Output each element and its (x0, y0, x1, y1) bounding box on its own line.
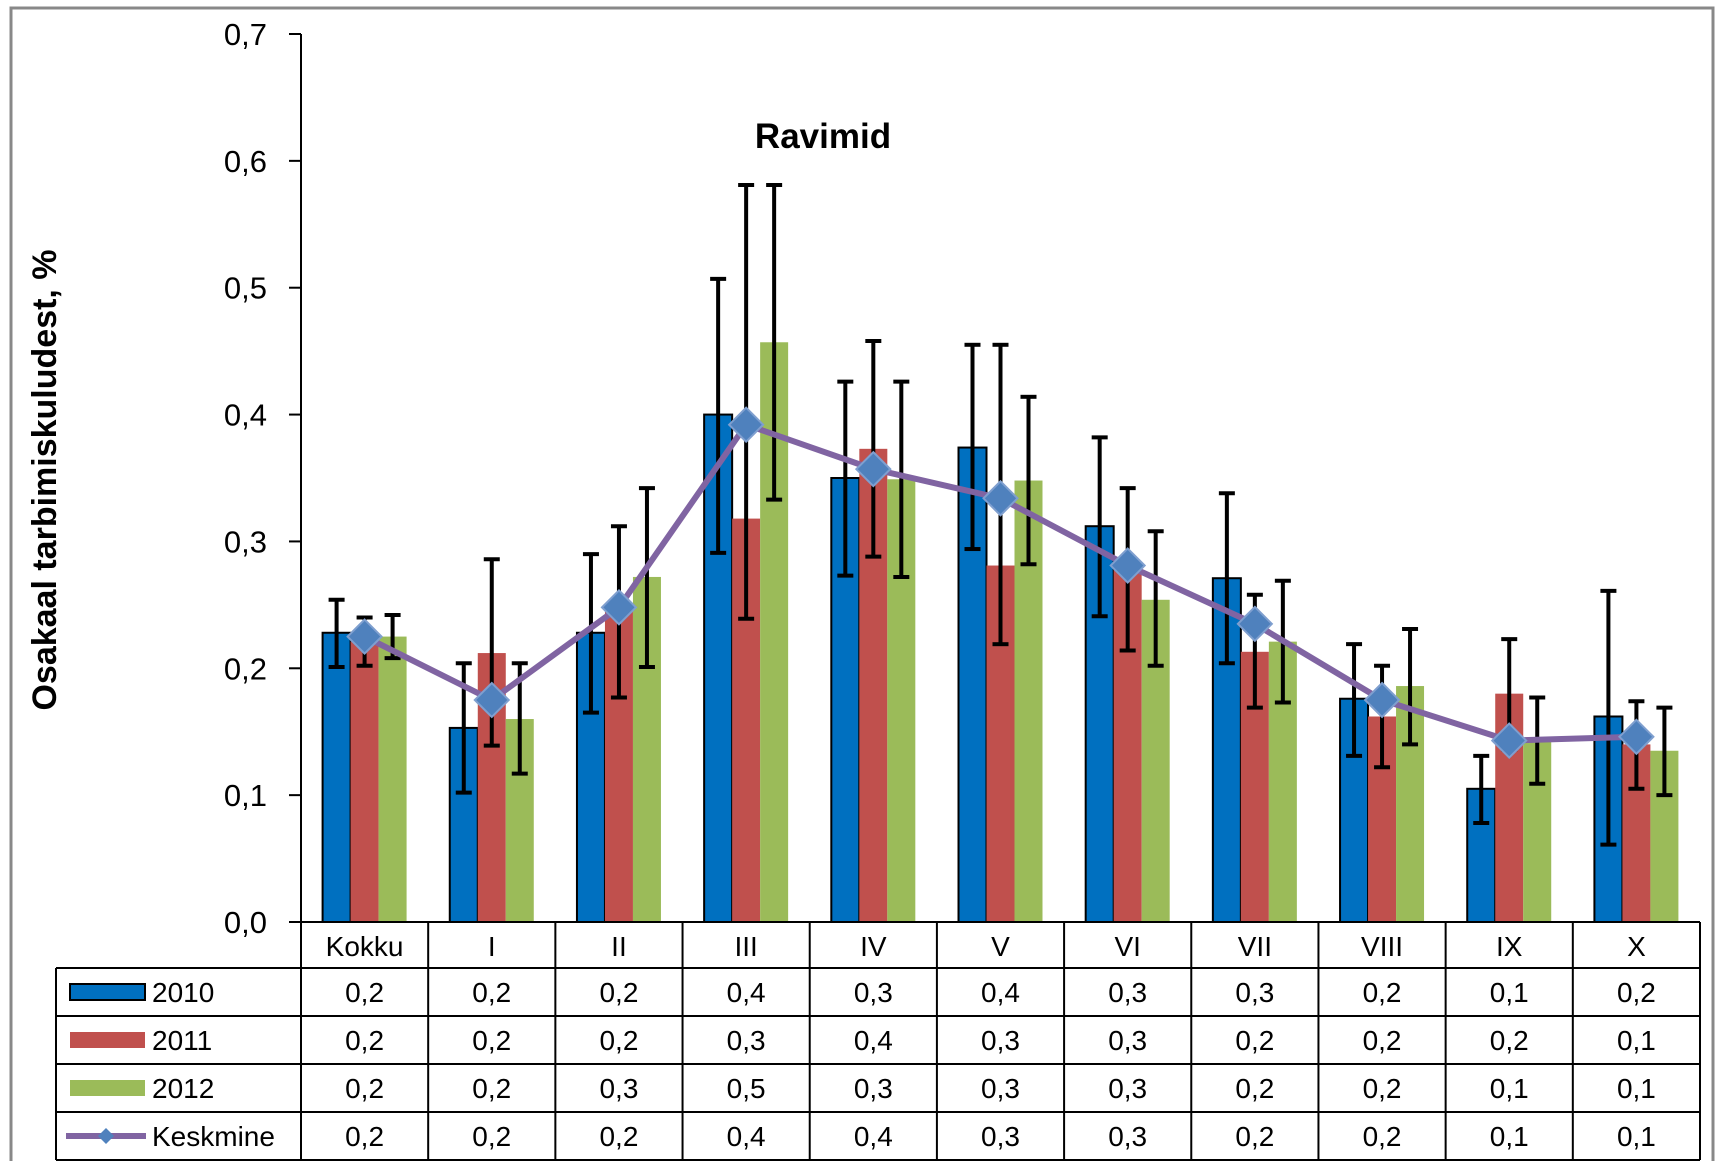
y-tick-label: 0,2 (224, 651, 267, 686)
table-cell: 0,2 (1617, 977, 1656, 1008)
table-cell: 0,5 (727, 1073, 766, 1104)
bars-layer (321, 342, 1679, 924)
table-cell: 0,3 (727, 1025, 766, 1056)
table-cell: 0,3 (1108, 1025, 1147, 1056)
bar-2011 (350, 641, 379, 922)
table-cell: 0,1 (1490, 1121, 1529, 1152)
table-cell: 0,1 (1617, 1121, 1656, 1152)
y-tick-label: 0,0 (224, 905, 267, 940)
table-cell: 0,1 (1490, 977, 1529, 1008)
table-cell: 0,4 (727, 1121, 766, 1152)
table-cell: 0,3 (1108, 1121, 1147, 1152)
table-cell: 0,3 (981, 1121, 1020, 1152)
table-cell: 0,2 (599, 1025, 638, 1056)
table-cell: 0,2 (1235, 1121, 1274, 1152)
table-cell: 0,2 (472, 1025, 511, 1056)
y-tick-label: 0,6 (224, 144, 267, 179)
legend-label: 2010 (152, 977, 214, 1008)
chart-title: Ravimid (755, 117, 891, 156)
point-Keskmine (1617, 718, 1655, 756)
y-tick-label: 0,4 (224, 398, 267, 433)
legend-key-2010 (69, 983, 146, 1001)
table-cell: 0,2 (599, 1121, 638, 1152)
point-Keskmine (727, 406, 765, 444)
point-Keskmine (1236, 605, 1274, 643)
y-tick-label: 0,3 (224, 524, 267, 559)
axes-layer: 0,0 0,1 0,2 0,3 0,4 0,5 0,6 0,7 (224, 17, 302, 940)
y-tick-label: 0,7 (224, 17, 267, 52)
table-cell: 0,4 (854, 1025, 893, 1056)
point-Keskmine (473, 681, 511, 719)
y-tick-label: 0,5 (224, 271, 267, 306)
table-cell: 0,3 (1235, 977, 1274, 1008)
table-cell: 0,2 (345, 977, 384, 1008)
table-cell: 0,2 (599, 977, 638, 1008)
x-tick-label: II (611, 931, 627, 962)
point-Keskmine (854, 450, 892, 488)
x-tick-label: VII (1238, 931, 1272, 962)
point-Keskmine (600, 588, 638, 626)
table-cell: 0,2 (345, 1121, 384, 1152)
bar-2010 (321, 631, 352, 923)
point-Keskmine (982, 479, 1019, 517)
table-cell: 0,2 (1490, 1025, 1529, 1056)
table-cell: 0,2 (1363, 1025, 1402, 1056)
table-cell: 0,2 (1363, 977, 1402, 1008)
x-tick-label: VIII (1361, 931, 1403, 962)
x-tick-label: IV (860, 931, 887, 962)
legend-key-2012 (70, 1080, 145, 1096)
point-Keskmine (1109, 547, 1147, 584)
table-cell: 0,3 (1108, 977, 1147, 1008)
x-tick-label: VI (1114, 931, 1140, 962)
y-tick-label: 0,1 (224, 778, 267, 813)
table-cell: 0,2 (472, 977, 511, 1008)
table-cell: 0,3 (854, 977, 893, 1008)
table-cell: 0,3 (854, 1073, 893, 1104)
table-cell: 0,3 (981, 1073, 1020, 1104)
y-axis-label: Osakaal tarbimiskuludest, % (26, 249, 64, 710)
x-tick-label: I (488, 931, 496, 962)
legend-key-marker (98, 1128, 114, 1144)
table-cell: 0,2 (345, 1025, 384, 1056)
table-cell: 0,4 (854, 1121, 893, 1152)
table-cell: 0,3 (1108, 1073, 1147, 1104)
line-layer (346, 406, 1655, 760)
table-cell: 0,2 (1235, 1073, 1274, 1104)
point-Keskmine (346, 618, 384, 655)
x-tick-label: IX (1496, 931, 1523, 962)
table-cell: 0,2 (1235, 1025, 1274, 1056)
table-cell: 0,2 (1363, 1073, 1402, 1104)
table-cell: 0,3 (599, 1073, 638, 1104)
x-tick-label: III (734, 931, 757, 962)
x-tick-label: V (991, 931, 1010, 962)
x-tick-label: Kokku (326, 931, 404, 962)
table-cell: 0,4 (727, 977, 766, 1008)
point-Keskmine (1363, 681, 1401, 719)
table-cell: 0,2 (472, 1073, 511, 1104)
table-cell: 0,3 (981, 1025, 1020, 1056)
legend-label: 2012 (152, 1073, 214, 1104)
legend-label: Keskmine (152, 1121, 275, 1152)
table-cell: 0,2 (1363, 1121, 1402, 1152)
legend-key-2011 (70, 1032, 145, 1048)
table-cell: 0,1 (1617, 1073, 1656, 1104)
table-cell: 0,2 (472, 1121, 511, 1152)
bar-2012 (378, 636, 407, 922)
table-cell: 0,4 (981, 977, 1020, 1008)
table-cell: 0,1 (1490, 1073, 1529, 1104)
point-Keskmine (1490, 722, 1528, 760)
table-cell: 0,2 (345, 1073, 384, 1104)
x-tick-label: X (1627, 931, 1646, 962)
legend-label: 2011 (152, 1025, 212, 1056)
table-cell: 0,1 (1617, 1025, 1656, 1056)
